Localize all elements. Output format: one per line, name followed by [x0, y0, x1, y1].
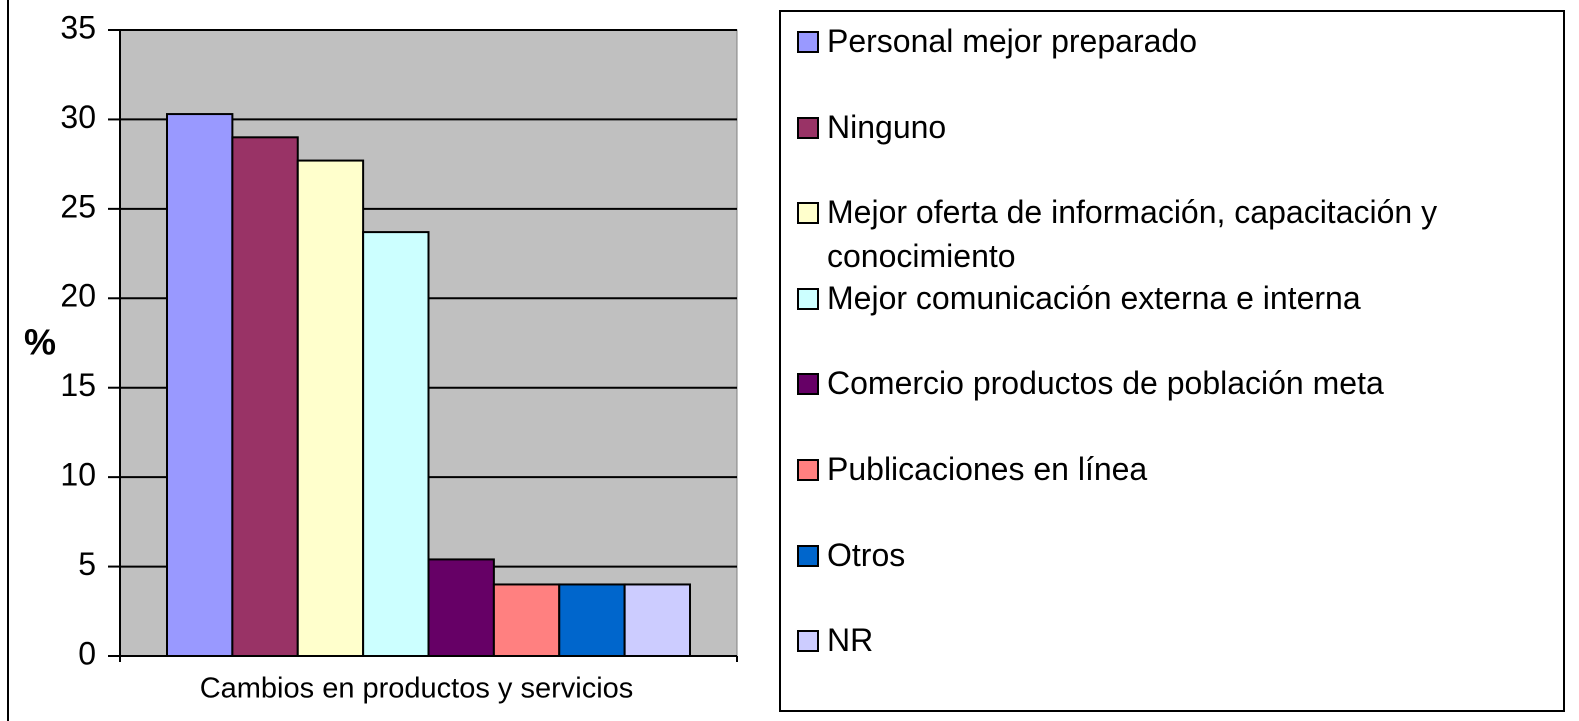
legend-item: Mejor comunicación externa e interna [797, 276, 1567, 320]
legend-label: Personal mejor preparado [827, 23, 1197, 59]
legend-label: Publicaciones en línea [827, 451, 1148, 487]
legend-swatch [797, 630, 819, 653]
legend-item: Ninguno [797, 105, 1567, 149]
legend-item: NR [797, 618, 1567, 662]
legend-label: Mejor comunicación externa e interna [827, 279, 1361, 316]
chart: % 0 5 10 15 20 25 30 35 Cambios en productos y s… [7, 0, 738, 721]
x-tick-label: Cambios en productos y servicios [200, 673, 634, 705]
legend-label: Ninguno [827, 108, 947, 145]
y-tick-label: 35 [60, 9, 96, 45]
legend-swatch [797, 202, 819, 225]
y-axis-label: % [24, 322, 56, 363]
legend-label: NR [827, 622, 874, 659]
bar [427, 558, 495, 657]
y-tick-label: 25 [60, 188, 96, 224]
y-tick-label: 0 [78, 635, 96, 671]
legend-swatch [797, 459, 819, 481]
bar [296, 159, 365, 658]
bar [166, 113, 234, 657]
legend-swatch [797, 544, 819, 567]
bar [362, 231, 430, 657]
bar [231, 136, 299, 658]
legend-swatch [797, 287, 819, 310]
legend-label: Mejor oferta de información, capacitació… [827, 194, 1438, 275]
legend: Personal mejor preparado Ninguno Mejor ofe… [779, 10, 1565, 712]
legend-label: Otros [827, 536, 906, 573]
y-tick-label: 20 [60, 278, 96, 314]
y-tick-label: 5 [78, 546, 96, 582]
legend-item: Publicaciones en línea [797, 447, 1567, 491]
legend-label: Comercio productos de población meta [827, 365, 1384, 402]
legend-swatch [797, 31, 819, 53]
y-tick-label: 10 [60, 457, 96, 493]
legend-swatch [797, 116, 819, 139]
legend-item: Mejor oferta de información, capacitació… [797, 190, 1567, 278]
y-tick-label: 15 [60, 367, 96, 403]
bar [492, 583, 561, 658]
bar [558, 583, 626, 658]
y-tick-label: 30 [60, 99, 96, 135]
legend-item: Otros [797, 533, 1567, 577]
legend-item: Personal mejor preparado [797, 19, 1567, 63]
legend-swatch [797, 373, 819, 396]
bar [623, 583, 691, 658]
legend-item: Comercio productos de población meta [797, 361, 1567, 405]
